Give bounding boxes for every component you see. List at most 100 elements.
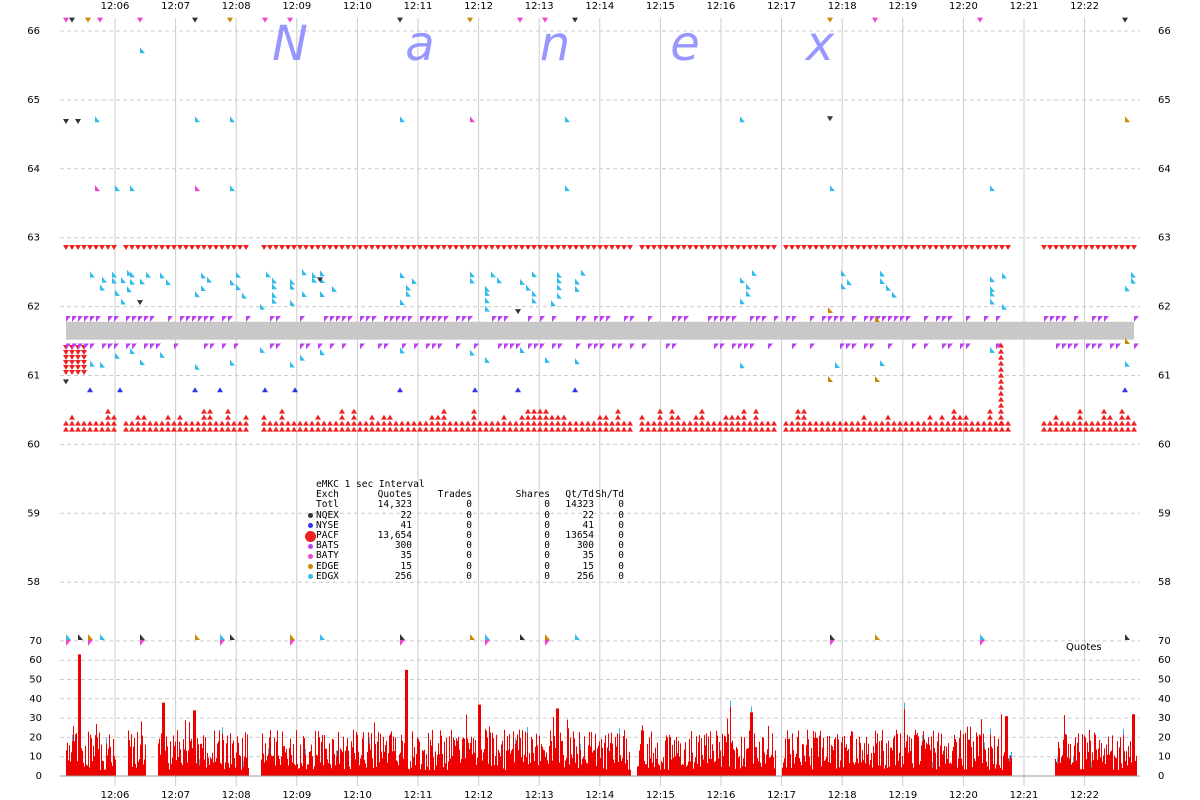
edgx-quote-bar [1091,761,1092,768]
quote-bar [836,768,837,776]
quote-bar [914,735,915,776]
pacf-ask-marker [69,349,75,355]
quote-bar [481,749,482,776]
pacf-bid-marker [759,426,765,432]
quote-bar [139,759,140,776]
legend-cell-quotes: 300 [394,540,412,552]
pacf-ask-marker [111,245,117,251]
pacf-bid-marker [957,420,963,426]
x-tick-label-top: 12:08 [222,1,251,12]
legend-header-row: Exch Quotes Trades Shares Qt/Td Sh/Td [304,489,624,500]
quote-bar [818,756,819,776]
pacf-ask-marker [381,245,387,251]
pacf-ask-marker [1083,245,1089,251]
quote-bar [568,728,569,776]
pacf-bid-marker [753,420,759,426]
pacf-ask-marker [639,245,645,251]
quote-bar [667,737,668,776]
pacf-ask-marker [1065,245,1071,251]
pacf-bid-marker [351,414,357,420]
quote-bar [488,763,489,776]
quote-bar [440,730,441,776]
pacf-bid-marker [639,420,645,426]
quote-bar [516,740,517,776]
pacf-ask-marker [363,245,369,251]
bats-bid-marker [732,343,737,350]
edgx-marker [195,116,200,123]
quote-bar [340,748,341,776]
quote-bar [498,749,499,776]
pacf-bid-marker [795,426,801,432]
pacf-bid-marker [297,420,303,426]
bats-ask-marker [1062,316,1067,323]
pacf-bid-marker [999,426,1005,432]
quote-bar [689,738,690,776]
quote-bar [244,756,245,776]
quote-bar [687,765,688,776]
pacf-bid-marker [693,414,699,420]
quote-bar [222,733,223,776]
quote-bar [416,754,417,776]
quote-bar [269,737,270,776]
pacf-ask-marker [75,369,81,375]
quote-bar [185,720,186,776]
pacf-ask-marker [1047,245,1053,251]
bats-bid-marker [414,343,419,350]
pacf-bid-marker [699,426,705,432]
pacf-bid-marker [1125,420,1131,426]
baty-marker [195,185,200,192]
quote-bar [947,758,948,776]
quote-bar [656,758,657,776]
bats-bid-marker [552,343,557,350]
quote-bar [312,756,313,776]
pacf-bid-marker [998,366,1004,372]
bats-ask-marker [750,316,755,323]
pacf-bid-marker [1071,426,1077,432]
quote-bar [597,748,598,776]
legend-cell-quotes: 35 [400,550,412,562]
quote-bar [183,739,184,776]
quote-bar [891,747,892,776]
bats-bid-marker [90,343,95,350]
pacf-ask-marker [615,245,621,251]
pacf-ask-marker [681,245,687,251]
nyse-marker [117,387,123,393]
x-tick-label-bottom: 12:10 [343,790,372,800]
pacf-bid-marker [165,420,171,426]
x-tick-label-bottom: 12:07 [161,790,190,800]
quote-bar [650,758,651,776]
pacf-bid-marker [369,420,375,426]
quote-bar [611,732,612,776]
quote-bar [186,750,187,776]
pacf-ask-marker [447,245,453,251]
edgx-marker [485,356,490,363]
quote-bar [510,753,511,776]
pacf-bid-marker [69,426,75,432]
quote-bar [728,733,729,776]
bats-ask-marker [630,316,635,323]
quote-bar [458,736,459,776]
legend-cell-shtd: 0 [618,509,624,521]
pacf-bid-marker [723,426,729,432]
pacf-ask-marker [453,245,459,251]
bats-bid-marker [888,343,893,350]
edgx-marker [112,277,117,284]
quote-bar [130,746,131,776]
quote-bar [422,750,423,776]
quote-bar [404,742,405,776]
pacf-bid-marker [885,420,891,426]
quote-bar [1116,758,1117,776]
quote-bar [564,767,565,776]
pacf-ask-marker [801,245,807,251]
pacf-bid-marker [489,426,495,432]
pacf-bid-marker [243,414,249,420]
quote-bar [888,740,889,776]
bats-bid-marker [792,343,797,350]
pacf-bid-marker [867,426,873,432]
quote-bar [681,764,682,776]
quote-bar [1091,767,1092,776]
quote-bar [698,742,699,776]
bats-ask-marker [678,316,683,323]
quote-y-tick-right: 50 [1158,675,1171,686]
edgx-marker [841,283,846,290]
